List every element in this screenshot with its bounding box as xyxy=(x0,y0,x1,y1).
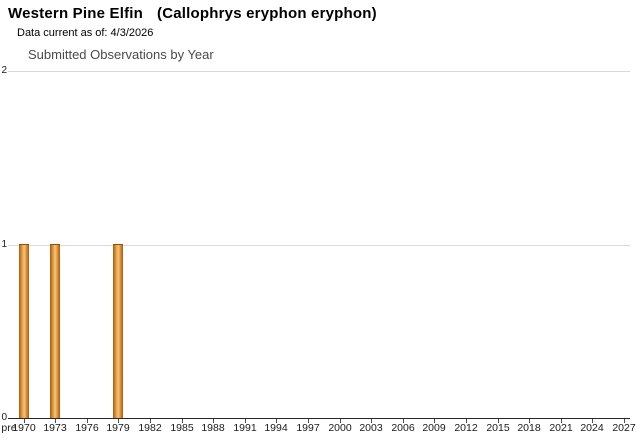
x-axis-tick-2003 xyxy=(371,419,372,423)
x-axis-label-2024: 2024 xyxy=(580,422,604,434)
x-axis-label-1976: 1976 xyxy=(75,422,99,434)
x-axis-label-2012: 2012 xyxy=(454,422,478,434)
observation-bar-1973 xyxy=(50,244,60,418)
plot-area xyxy=(8,71,630,419)
x-axis-label-1994: 1994 xyxy=(264,422,288,434)
x-axis-tick-1997 xyxy=(308,419,309,423)
x-axis-tick-2015 xyxy=(498,419,499,423)
x-axis-label-1988: 1988 xyxy=(201,422,225,434)
x-axis-tick-2006 xyxy=(403,419,404,423)
x-axis-tick-1991 xyxy=(245,419,246,423)
x-axis-label-2027: 2027 xyxy=(612,422,636,434)
x-axis-tick-2009 xyxy=(434,419,435,423)
x-axis-label-1979: 1979 xyxy=(106,422,130,434)
x-axis-tick-1982 xyxy=(150,419,151,423)
gridline-y-2 xyxy=(8,71,630,72)
x-axis-tick-1988 xyxy=(213,419,214,423)
x-axis-tick-2012 xyxy=(466,419,467,423)
x-axis-label-pre: pre xyxy=(1,422,17,434)
data-current-note: Data current as of: 4/3/2026 xyxy=(17,27,154,39)
x-axis-tick-1994 xyxy=(276,419,277,423)
x-axis-tick-1973 xyxy=(55,419,56,423)
x-axis-tick-1985 xyxy=(182,419,183,423)
x-axis-label-1982: 1982 xyxy=(138,422,162,434)
x-axis-label-1991: 1991 xyxy=(233,422,257,434)
x-axis-label-2015: 2015 xyxy=(486,422,510,434)
x-axis-label-1970: 1970 xyxy=(12,422,36,434)
x-axis-label-2009: 2009 xyxy=(422,422,446,434)
species-common-name: Western Pine Elfin xyxy=(8,5,144,22)
x-axis-label-2000: 2000 xyxy=(328,422,352,434)
observation-bar-1970 xyxy=(19,244,29,418)
x-axis-label-2003: 2003 xyxy=(359,422,383,434)
x-axis-label-1985: 1985 xyxy=(170,422,194,434)
x-axis-tick-2021 xyxy=(561,419,562,423)
x-axis-tick-2024 xyxy=(592,419,593,423)
x-axis-tick-2027 xyxy=(624,419,625,423)
gridline-y-1 xyxy=(8,245,630,246)
y-axis-label-2: 2 xyxy=(1,65,7,76)
x-axis-tick-1979 xyxy=(118,419,119,423)
y-axis-label-0: 0 xyxy=(1,412,7,423)
chart-title: Submitted Observations by Year xyxy=(28,47,214,62)
x-axis-label-2006: 2006 xyxy=(391,422,415,434)
x-axis-label-1973: 1973 xyxy=(43,422,67,434)
x-axis-label-1997: 1997 xyxy=(296,422,320,434)
x-axis-label-2021: 2021 xyxy=(549,422,573,434)
x-axis-tick-1976 xyxy=(87,419,88,423)
x-axis-tick-1970 xyxy=(24,419,25,423)
species-scientific-name: (Callophrys eryphon eryphon) xyxy=(157,5,377,22)
observation-bar-1979 xyxy=(113,244,123,418)
page-title: Western Pine Elfin (Callophrys eryphon er… xyxy=(8,5,377,22)
y-axis-label-1: 1 xyxy=(1,239,7,250)
x-axis-tick-2018 xyxy=(529,419,530,423)
x-axis-tick-2000 xyxy=(340,419,341,423)
x-axis-label-2018: 2018 xyxy=(517,422,541,434)
